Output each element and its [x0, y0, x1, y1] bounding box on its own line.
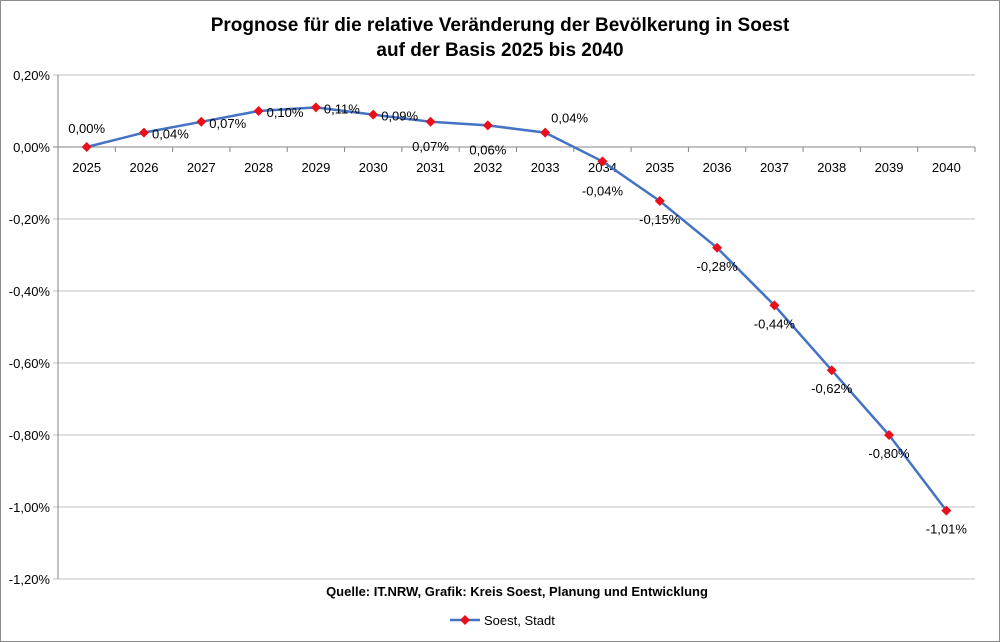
- y-tick-label: -0,60%: [9, 356, 51, 371]
- y-tick-label: 0,20%: [13, 68, 50, 83]
- x-tick-label: 2025: [72, 160, 101, 175]
- data-label: 0,07%: [209, 116, 246, 131]
- data-label: 0,09%: [381, 109, 418, 124]
- series-line: [86, 106, 948, 512]
- chart-title-line-1: Prognose für die relative Veränderung de…: [211, 15, 790, 36]
- x-tick-label: 2029: [301, 160, 330, 175]
- data-point-marker: [368, 109, 379, 120]
- data-point-marker: [81, 142, 92, 152]
- source-note: Quelle: IT.NRW, Grafik: Kreis Soest, Pla…: [326, 584, 708, 599]
- data-point-marker: [138, 127, 149, 138]
- legend-marker: [460, 615, 470, 625]
- y-tick-label: -0,80%: [9, 428, 51, 443]
- data-point-marker: [540, 127, 551, 138]
- chart-title-line-2: auf der Basis 2025 bis 2040: [376, 40, 623, 61]
- x-tick-label: 2034: [588, 160, 617, 175]
- x-tick-label: 2036: [703, 160, 732, 175]
- data-point-marker: [712, 242, 723, 253]
- legend-label: Soest, Stadt: [484, 613, 555, 628]
- x-tick-label: 2027: [187, 160, 216, 175]
- y-tick-label: -1,20%: [9, 572, 51, 587]
- x-tick-label: 2040: [932, 160, 961, 175]
- data-label: 0,04%: [152, 127, 189, 142]
- data-label: -0,62%: [811, 381, 853, 396]
- x-tick-label: 2032: [473, 160, 502, 175]
- data-label: -0,04%: [582, 183, 624, 198]
- data-point-marker: [884, 430, 895, 440]
- data-point-marker: [769, 300, 780, 311]
- data-label: 0,07%: [412, 139, 449, 154]
- data-label: -1,01%: [926, 522, 968, 537]
- data-label: -0,80%: [868, 446, 910, 461]
- x-tick-label: 2035: [645, 160, 674, 175]
- data-point-marker: [196, 116, 207, 127]
- x-tick-label: 2028: [244, 160, 273, 175]
- data-point-marker: [654, 196, 665, 206]
- x-tick-label: 2038: [817, 160, 846, 175]
- data-label: 0,11%: [324, 101, 360, 116]
- data-point-marker: [597, 156, 608, 167]
- data-label: -0,28%: [696, 259, 738, 274]
- y-tick-label: 0,00%: [13, 140, 50, 155]
- x-tick-label: 2033: [531, 160, 560, 175]
- data-label: -0,15%: [639, 212, 681, 227]
- y-tick-label: -0,40%: [9, 284, 51, 299]
- data-label: -0,44%: [754, 316, 796, 331]
- x-tick-label: 2039: [875, 160, 904, 175]
- x-tick-label: 2037: [760, 160, 789, 175]
- y-tick-label: -1,00%: [9, 500, 51, 515]
- data-point-marker: [941, 505, 952, 516]
- data-point-marker: [425, 116, 436, 127]
- data-point-marker: [482, 120, 493, 131]
- data-label: 0,04%: [551, 111, 588, 126]
- data-point-marker: [253, 106, 264, 116]
- legend: Soest, Stadt: [450, 613, 555, 628]
- x-tick-label: 2026: [130, 160, 159, 175]
- data-point-marker: [826, 365, 837, 376]
- data-label: 0,10%: [267, 105, 304, 120]
- x-tick-label: 2030: [359, 160, 388, 175]
- data-label: 0,00%: [68, 121, 105, 136]
- data-point-marker: [310, 102, 321, 113]
- data-label: 0,06%: [469, 142, 506, 157]
- y-tick-label: -0,20%: [9, 212, 51, 227]
- x-tick-label: 2031: [416, 160, 445, 175]
